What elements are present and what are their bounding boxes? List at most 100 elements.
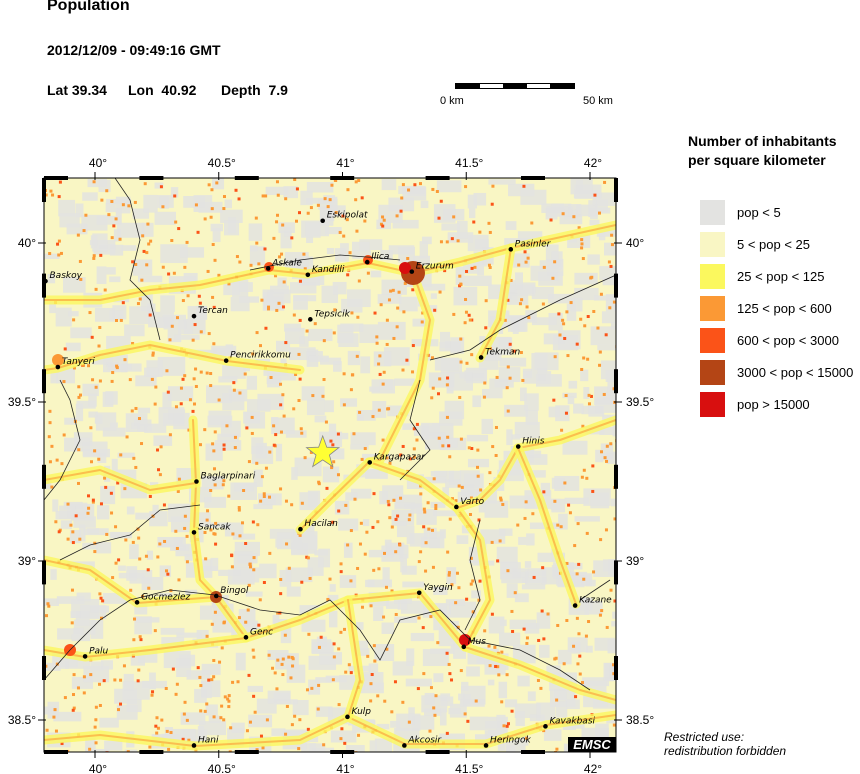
cell-dense (474, 699, 478, 703)
cell-dense (82, 675, 86, 679)
cell-sparse (356, 410, 376, 421)
cell-dense (298, 377, 302, 381)
cell-dense (203, 217, 207, 221)
cell-dense (71, 530, 75, 534)
cell-dense (411, 288, 415, 292)
cell-sparse (589, 219, 600, 226)
cell-dense (222, 195, 226, 199)
cell-dense (587, 620, 591, 624)
axis-tick-label: 42° (584, 762, 602, 774)
cell-sparse (52, 499, 59, 512)
cell-dense (366, 271, 370, 275)
cell-sparse (607, 639, 616, 654)
cell-sparse (299, 605, 320, 614)
cell-dense (432, 477, 436, 481)
cell-dense (419, 492, 423, 496)
cell-sparse (306, 351, 323, 361)
cell-dense (385, 342, 389, 346)
cell-dense (577, 226, 581, 230)
cell-dense (244, 541, 248, 545)
frame-segment (42, 656, 46, 680)
cell-dense (94, 287, 98, 291)
cell-dense (363, 552, 367, 556)
scale-start-label: 0 km (440, 95, 464, 107)
cell-dense (172, 271, 176, 275)
cell-sparse (289, 282, 317, 294)
cell-dense (249, 263, 253, 267)
cell-dense (357, 733, 361, 737)
cell-dense (310, 686, 314, 690)
town-dot (223, 358, 229, 363)
cell-sparse (141, 222, 154, 237)
cell-dense (87, 364, 91, 368)
cell-dense (565, 310, 569, 314)
cell-sparse (368, 663, 379, 673)
cell-sparse (377, 321, 406, 340)
cell-sparse (99, 717, 119, 728)
cell-dense (272, 424, 276, 428)
cell-sparse (88, 748, 110, 752)
cell-dense (360, 196, 364, 200)
cell-dense (137, 668, 141, 672)
cell-sparse (548, 293, 575, 304)
cell-dense (159, 185, 163, 189)
cell-sparse (376, 723, 390, 730)
cell-dense (271, 666, 275, 670)
cell-dense (445, 651, 449, 655)
cell-dense (419, 550, 423, 554)
cell-dense (76, 686, 80, 690)
cell-dense (379, 303, 383, 307)
cell-sparse (509, 619, 537, 630)
cell-dense (169, 731, 173, 735)
cell-dense (513, 591, 517, 595)
cell-dense (232, 381, 236, 385)
cell-sparse (374, 738, 393, 752)
cell-dense (500, 650, 504, 654)
cell-sparse (551, 477, 565, 489)
town-tercan: Tercan (191, 306, 228, 319)
cell-dense (110, 379, 114, 383)
cell-dense (592, 309, 596, 313)
town-kandilli: Kandilli (305, 265, 345, 278)
cell-dense (161, 265, 165, 269)
town-kargapazar: Kargapazar (367, 452, 426, 465)
cell-dense (330, 466, 334, 470)
cell-sparse (381, 279, 407, 295)
cell-dense (420, 320, 424, 324)
cell-dense (183, 514, 187, 518)
cell-dense (612, 663, 616, 667)
cell-dense (399, 209, 403, 213)
cell-sparse (390, 720, 401, 728)
cell-sparse (583, 387, 590, 399)
cell-dense (540, 609, 544, 613)
cell-dense (290, 236, 294, 240)
cell-dense (138, 297, 142, 301)
cell-dense (203, 709, 207, 713)
cell-dense (253, 710, 257, 714)
cell-dense (537, 638, 541, 642)
cell-dense (448, 517, 452, 521)
cell-dense (247, 460, 251, 464)
cell-dense (441, 444, 445, 448)
cell-dense (123, 358, 127, 362)
axis-tick-label: 40° (18, 236, 36, 250)
cell-sparse (610, 498, 616, 507)
cell-dense (491, 184, 495, 188)
cell-dense (237, 508, 241, 512)
cell-dense (465, 361, 469, 365)
cell-dense (49, 189, 53, 193)
cell-sparse (479, 336, 486, 345)
cell-dense (602, 392, 606, 396)
cell-sparse (505, 699, 518, 708)
town-dot (461, 644, 467, 650)
cell-sparse (320, 357, 342, 365)
cell-dense (397, 290, 401, 294)
cell-dense (148, 745, 152, 749)
cell-dense (375, 341, 379, 345)
cell-dense (196, 230, 200, 234)
cell-dense (500, 700, 504, 704)
cell-dense (87, 506, 91, 510)
cell-dense (597, 211, 601, 215)
cell-dense (499, 498, 503, 502)
cell-sparse (123, 673, 134, 691)
